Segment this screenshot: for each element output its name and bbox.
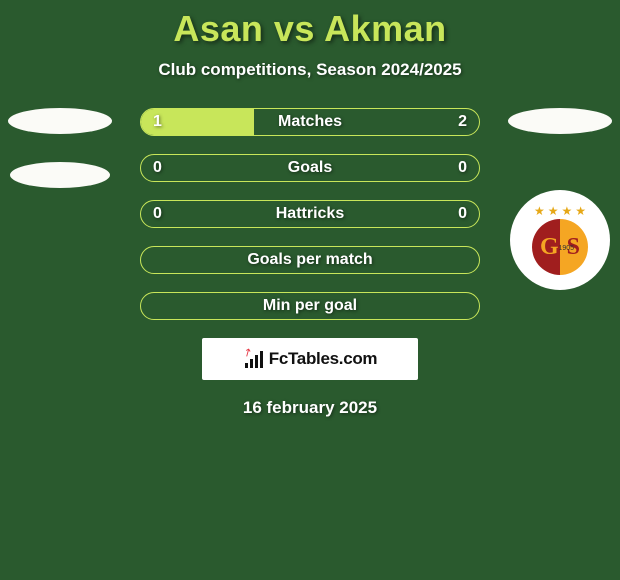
club-circle-icon: G S 1905 bbox=[532, 219, 588, 275]
stat-value-right: 2 bbox=[458, 113, 467, 131]
brand-box[interactable]: ↗ FcTables.com bbox=[202, 338, 418, 380]
club-stars: ★ ★ ★ ★ bbox=[534, 205, 586, 217]
stat-label: Min per goal bbox=[263, 297, 357, 315]
brand-chart-icon: ↗ bbox=[243, 350, 265, 368]
club-badge-icon: ★ ★ ★ ★ G S 1905 bbox=[510, 190, 610, 290]
stat-value-right: 0 bbox=[458, 159, 467, 177]
stat-value-right: 0 bbox=[458, 205, 467, 223]
stat-value-left: 0 bbox=[153, 205, 162, 223]
player-avatar-placeholder-icon bbox=[8, 108, 112, 134]
left-player-column bbox=[0, 108, 120, 216]
footer-date: 16 february 2025 bbox=[243, 398, 377, 418]
player-avatar-placeholder-icon bbox=[508, 108, 612, 134]
stats-wrap: ★ ★ ★ ★ G S 1905 1 Matches 2 0 Goals 0 0 Hattri… bbox=[0, 108, 620, 320]
star-icon: ★ bbox=[562, 205, 573, 217]
star-icon: ★ bbox=[548, 205, 559, 217]
right-player-column: ★ ★ ★ ★ G S 1905 bbox=[500, 108, 620, 290]
stat-label: Hattricks bbox=[276, 205, 344, 223]
stat-label: Goals bbox=[288, 159, 332, 177]
player-club-placeholder-icon bbox=[10, 162, 110, 188]
comparison-card: Asan vs Akman Club competitions, Season … bbox=[0, 0, 620, 418]
stat-row: 1 Matches 2 bbox=[140, 108, 480, 136]
club-year: 1905 bbox=[558, 245, 574, 252]
stat-label: Matches bbox=[278, 113, 342, 131]
stat-row: Goals per match bbox=[140, 246, 480, 274]
stat-value-left: 1 bbox=[153, 113, 162, 131]
stat-label: Goals per match bbox=[247, 251, 372, 269]
brand-text: FcTables.com bbox=[269, 349, 378, 369]
club-letter-g: G bbox=[540, 234, 559, 261]
stat-value-left: 0 bbox=[153, 159, 162, 177]
page-title: Asan vs Akman bbox=[173, 8, 446, 50]
stat-row: 0 Goals 0 bbox=[140, 154, 480, 182]
star-icon: ★ bbox=[534, 205, 545, 217]
page-subtitle: Club competitions, Season 2024/2025 bbox=[158, 60, 461, 80]
stat-row: 0 Hattricks 0 bbox=[140, 200, 480, 228]
star-icon: ★ bbox=[575, 205, 586, 217]
stat-row: Min per goal bbox=[140, 292, 480, 320]
stat-rows: 1 Matches 2 0 Goals 0 0 Hattricks 0 Goals per mat… bbox=[140, 108, 480, 320]
